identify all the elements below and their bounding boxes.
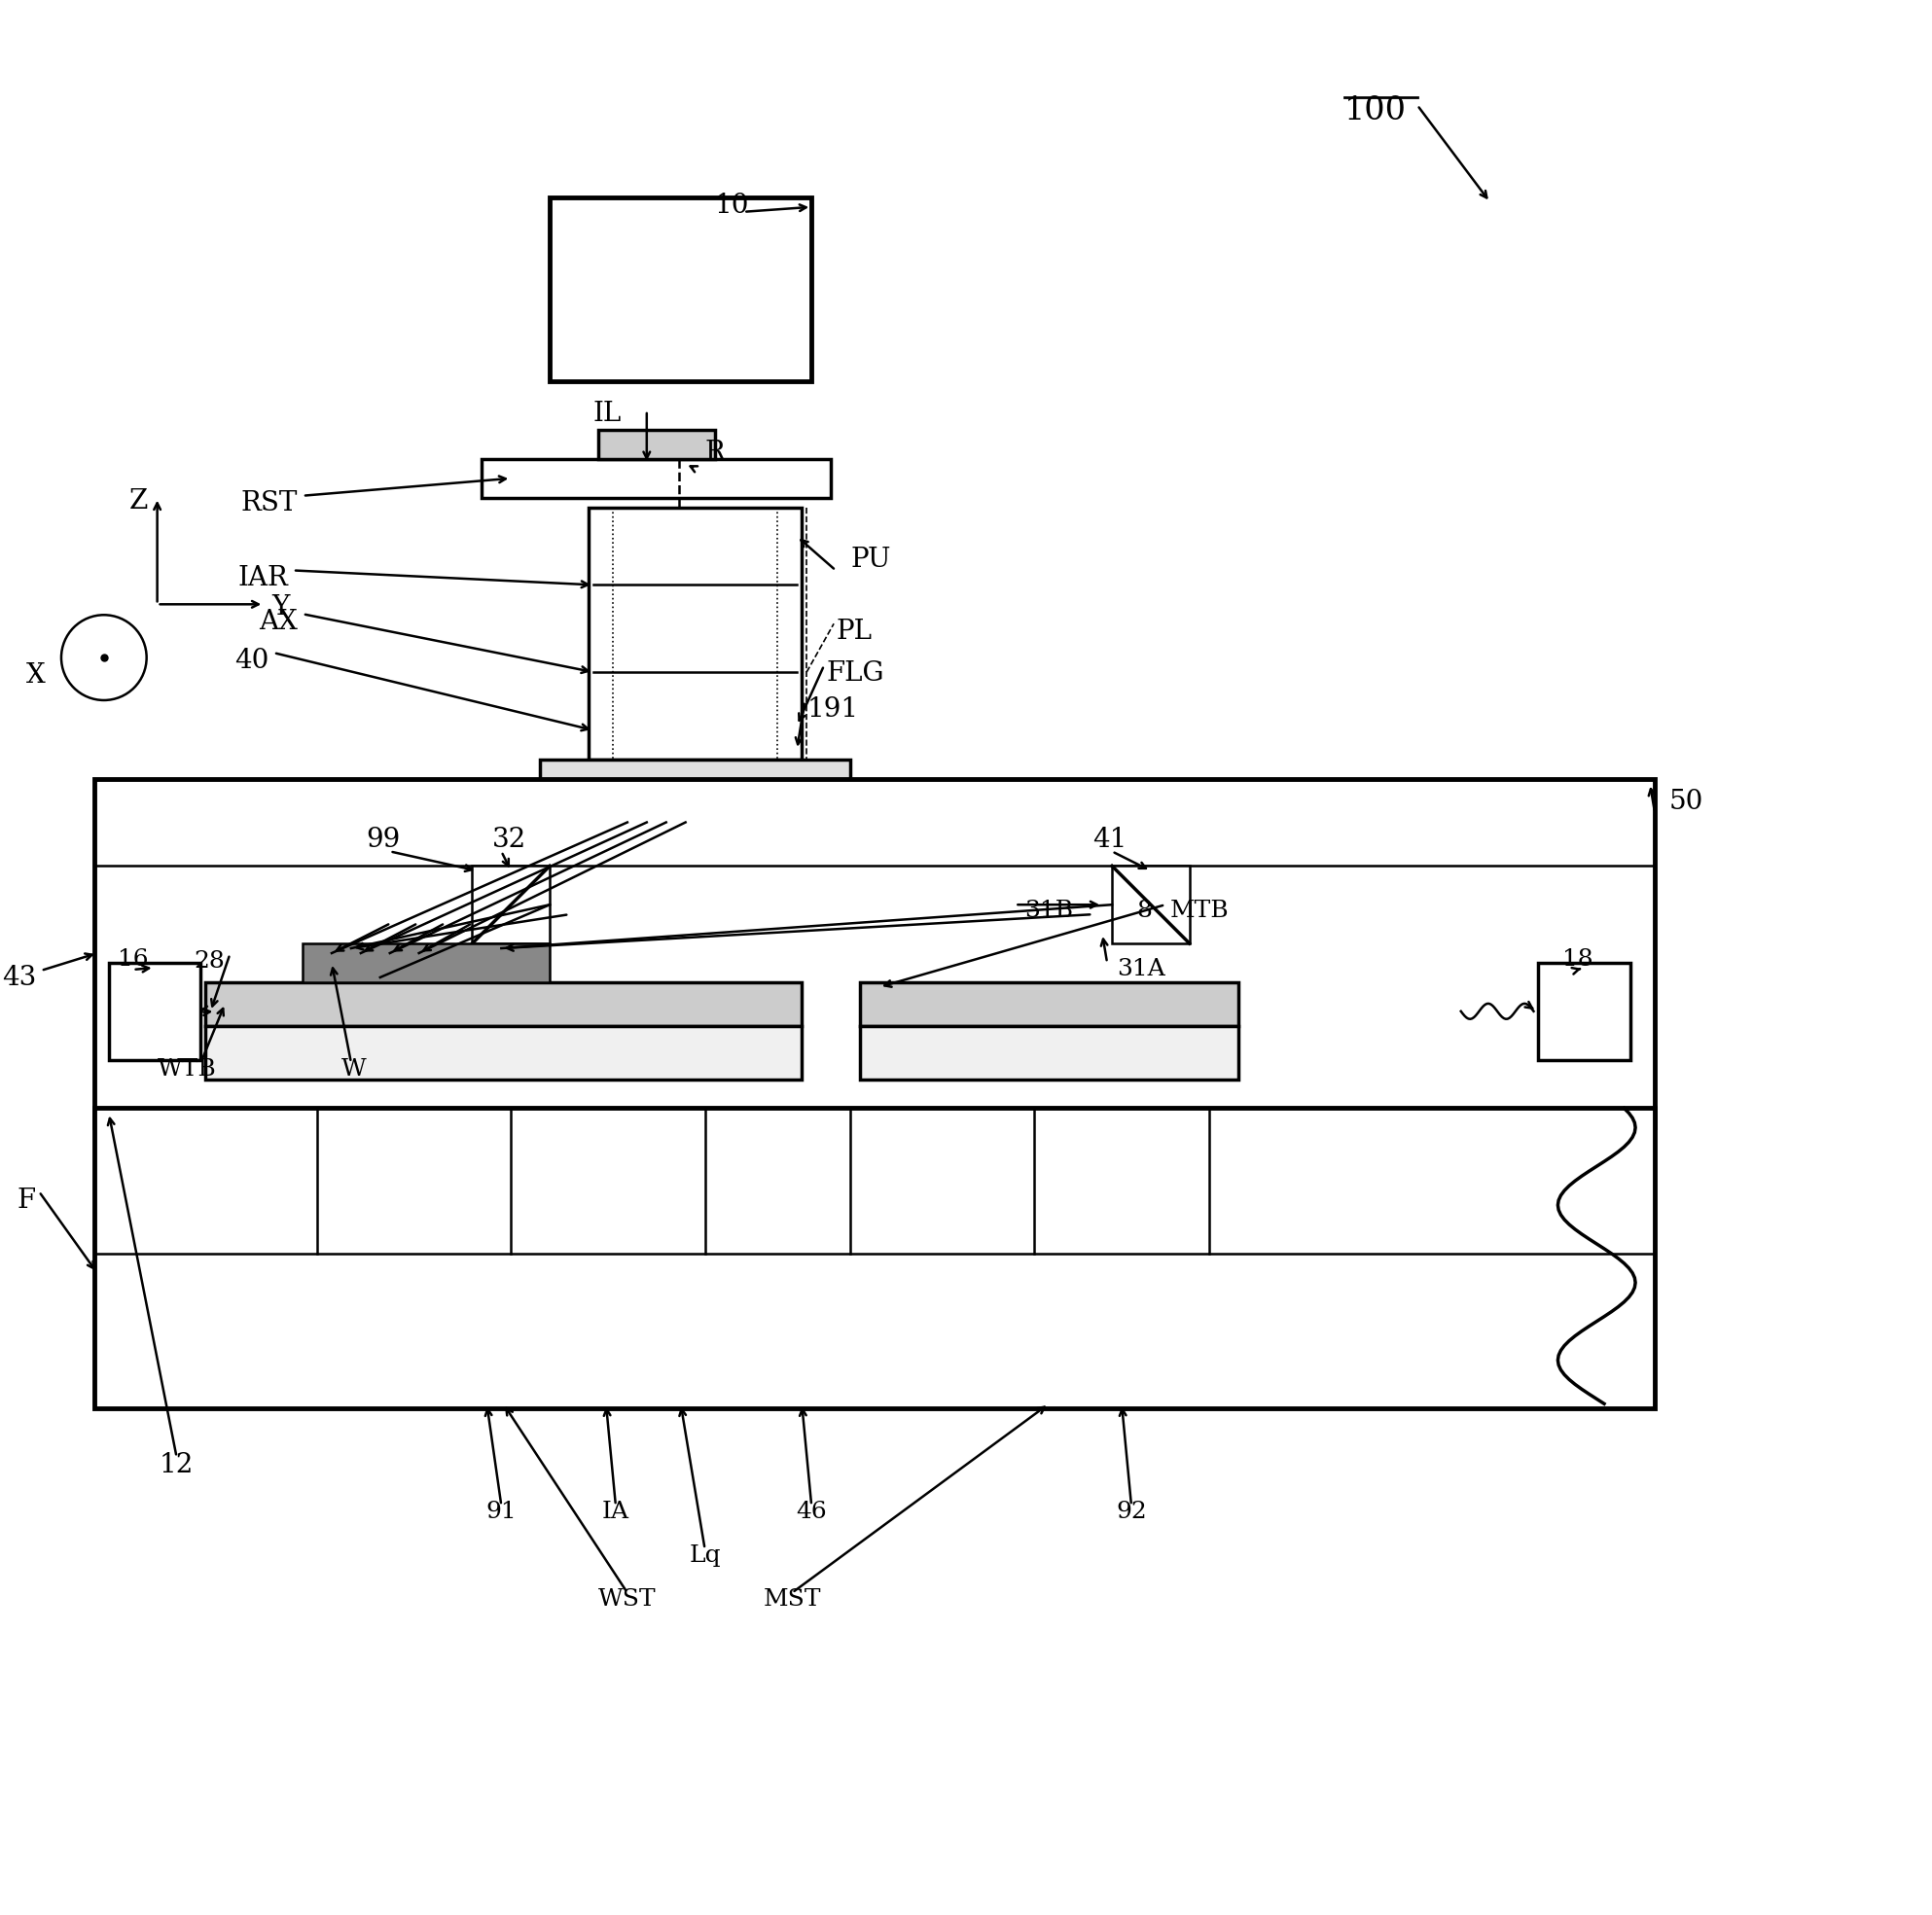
Bar [205,982,802,1026]
Text: 10: 10 [715,192,750,218]
Text: PL: PL [837,619,871,645]
Text: 12: 12 [160,1452,193,1478]
Text: 31B: 31B [1024,900,1074,923]
Text: 46: 46 [796,1501,827,1522]
Bar [599,429,715,460]
Text: 32: 32 [491,827,526,854]
Text: W: W [342,1057,367,1080]
Bar [303,944,551,982]
Text: IL: IL [593,400,622,427]
Text: 16: 16 [118,948,149,971]
Text: WTB: WTB [156,1057,216,1080]
Text: RST: RST [242,490,298,517]
Bar [1538,963,1631,1059]
Text: Lq: Lq [690,1543,721,1566]
Text: IA: IA [603,1501,630,1522]
Text: 28: 28 [195,950,226,973]
Text: 41: 41 [1094,827,1126,854]
Text: 18: 18 [1561,948,1592,971]
Text: 40: 40 [234,647,269,674]
Text: 31A: 31A [1117,958,1165,980]
Text: Y: Y [272,594,290,620]
Text: Z: Z [129,488,147,515]
Text: 99: 99 [365,827,400,854]
Bar [541,760,850,818]
Text: F: F [17,1187,37,1214]
Text: AX: AX [259,609,298,636]
Text: FLG: FLG [827,661,885,687]
Bar [95,779,1656,1128]
Bar [589,507,802,760]
Text: IAR: IAR [238,565,288,592]
Text: R: R [705,440,724,465]
Text: MST: MST [763,1588,821,1611]
Text: 191: 191 [808,697,858,722]
Text: 92: 92 [1117,1501,1148,1522]
Bar [860,1026,1238,1080]
Text: MTB: MTB [1171,900,1229,923]
Text: X: X [27,663,46,689]
Text: WST: WST [599,1588,657,1611]
Text: 91: 91 [487,1501,516,1522]
Bar [95,1109,1656,1409]
Text: 100: 100 [1345,96,1406,126]
Text: 50: 50 [1669,789,1704,814]
Bar [1113,866,1190,944]
Bar [471,866,551,944]
Text: 43: 43 [2,965,37,992]
Bar [860,982,1238,1026]
Text: PU: PU [850,546,891,573]
Bar [481,460,831,498]
Bar [551,197,811,381]
Bar [205,1026,802,1080]
Text: 8: 8 [1136,900,1151,923]
Bar [108,963,201,1059]
